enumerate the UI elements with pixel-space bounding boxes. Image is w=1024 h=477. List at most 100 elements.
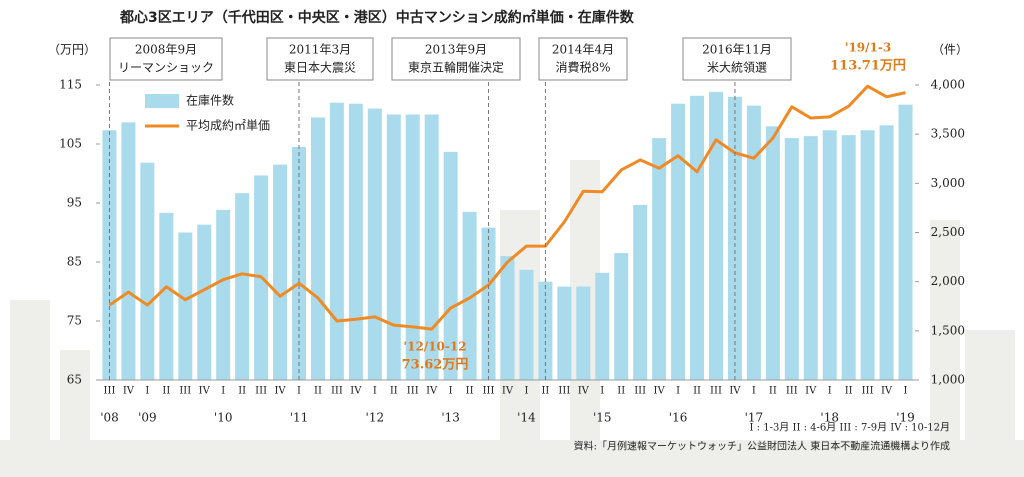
bar — [273, 164, 288, 380]
y2-unit: （件） — [932, 43, 968, 57]
year-label: '13 — [441, 411, 460, 425]
x-tick-label: IV — [805, 386, 817, 397]
legend-label: 在庫件数 — [186, 93, 234, 108]
x-tick-label: I — [373, 386, 377, 397]
event-label: リーマンショック — [118, 61, 214, 75]
bar — [367, 108, 382, 380]
bar — [386, 114, 401, 380]
bar — [348, 103, 363, 380]
bar — [159, 212, 174, 380]
year-label: '19 — [896, 411, 915, 425]
x-tick-label: IV — [426, 386, 438, 397]
x-tick-label: III — [104, 386, 116, 397]
x-tick-label: IV — [578, 386, 590, 397]
x-tick-label: IV — [350, 386, 362, 397]
x-tick-label: I — [828, 386, 832, 397]
event-date: 2016年11月 — [702, 43, 772, 57]
y-tick-label: 95 — [67, 196, 82, 210]
event-date: 2014年4月 — [552, 43, 614, 57]
bar — [500, 256, 515, 380]
event-label: 東京五輪開催決定 — [408, 60, 504, 75]
bar — [519, 269, 534, 380]
bar — [614, 253, 629, 380]
x-tick-label: II — [541, 386, 549, 397]
x-tick-label: I — [221, 386, 225, 397]
y-tick-label: 105 — [59, 137, 82, 151]
event-label: 米大統領選 — [707, 60, 767, 75]
x-tick-label: I — [676, 386, 680, 397]
x-tick-label: I — [752, 386, 756, 397]
x-tick-label: III — [862, 386, 874, 397]
x-tick-label: I — [600, 386, 604, 397]
x-tick-label: II — [769, 386, 777, 397]
x-tick-label: II — [845, 386, 853, 397]
y2-tick-label: 2,000 — [931, 274, 965, 288]
x-tick-label: II — [390, 386, 398, 397]
annotation-value: 113.71万円 — [830, 59, 906, 74]
y2-tick-label: 3,000 — [931, 176, 965, 190]
bar — [765, 126, 780, 380]
bar — [235, 193, 250, 380]
x-tick-label: III — [786, 386, 798, 397]
x-tick-label: III — [558, 386, 570, 397]
x-tick-label: IV — [123, 386, 135, 397]
bar — [860, 130, 875, 380]
chart-title: 都心3区エリア（千代田区・中央区・港区）中古マンション成約㎡単価・在庫件数 — [119, 9, 635, 26]
year-label: '10 — [214, 411, 233, 425]
bar — [595, 272, 610, 380]
y2-tick-label: 1,000 — [931, 373, 965, 387]
x-tick-label: IV — [199, 386, 211, 397]
price-line — [108, 84, 906, 331]
y2-tick-label: 2,500 — [931, 225, 965, 239]
x-tick-label: II — [314, 386, 322, 397]
x-tick-label: IV — [881, 386, 893, 397]
annotation-period: '19/1-3 — [845, 41, 891, 55]
event-box — [682, 37, 792, 81]
event-label: 消費税8% — [555, 60, 610, 75]
bar — [329, 102, 344, 380]
event-date: 2008年9月 — [135, 43, 197, 57]
event-box — [266, 37, 374, 81]
x-tick-label: II — [238, 386, 246, 397]
bar — [462, 211, 477, 380]
bar — [216, 209, 231, 380]
year-label: '15 — [593, 411, 612, 425]
bar — [690, 95, 705, 381]
bar — [481, 227, 496, 380]
x-tick-label: II — [162, 386, 170, 397]
bar — [197, 224, 212, 380]
year-label: '12 — [366, 411, 385, 425]
bar — [140, 162, 155, 380]
event-box — [538, 37, 628, 81]
bar — [557, 286, 572, 380]
year-label: '14 — [517, 411, 536, 425]
year-label: '17 — [745, 411, 764, 425]
x-tick-label: I — [524, 386, 528, 397]
x-tick-label: II — [693, 386, 701, 397]
bar — [443, 151, 458, 380]
year-label: '08 — [100, 411, 119, 425]
bar — [671, 103, 686, 380]
y-tick-label: 115 — [59, 78, 82, 92]
legend-label: 平均成約㎡単価 — [186, 118, 270, 133]
bar — [898, 104, 913, 381]
event-label: 東日本大震災 — [284, 61, 356, 75]
year-label: '09 — [138, 411, 157, 425]
event-date: 2011年3月 — [289, 43, 351, 57]
bar — [879, 125, 894, 380]
y-tick-label: 75 — [67, 314, 82, 328]
year-label: '18 — [820, 411, 839, 425]
bar — [822, 130, 837, 380]
x-tick-label: III — [710, 386, 722, 397]
bar — [803, 136, 818, 380]
x-tick-label: I — [297, 386, 301, 397]
bar — [292, 146, 307, 380]
x-tick-label: II — [617, 386, 625, 397]
x-tick-label: III — [255, 386, 267, 397]
x-tick-label: II — [466, 386, 474, 397]
y-tick-label: 85 — [67, 255, 82, 269]
x-tick-label: IV — [274, 386, 286, 397]
bar — [746, 105, 761, 381]
bar — [708, 91, 723, 380]
